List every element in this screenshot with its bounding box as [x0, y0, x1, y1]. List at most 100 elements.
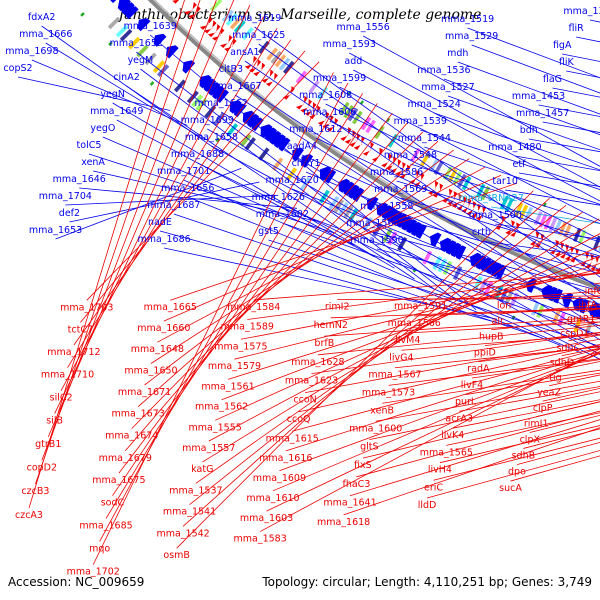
cog-category-forward [144, 52, 157, 66]
leader-line [282, 222, 600, 336]
gene-label: mma_1548 [384, 150, 437, 161]
cog-category-forward [244, 137, 256, 151]
gene-label: mma_1529 [445, 31, 498, 42]
reverse-gene [442, 188, 453, 203]
gene-label: mma_1590 [350, 235, 403, 246]
leader-line [329, 120, 600, 253]
reverse-gene [371, 147, 384, 162]
cog-category-reverse [241, 27, 254, 41]
forward-gene [137, 18, 151, 32]
reverse-gene [413, 172, 425, 188]
leader-line [266, 351, 600, 512]
genome-backbone [147, 0, 600, 291]
cog-category-forward [372, 222, 383, 237]
gene-label: mma_1648 [131, 344, 184, 355]
gene-label: mma_1558 [360, 201, 413, 212]
gene-label: mma_1500 [469, 210, 522, 221]
cog-category-reverse [514, 202, 524, 217]
leader-line [195, 211, 583, 484]
leader-line [315, 137, 600, 271]
leader-line [292, 348, 600, 432]
leader-line [382, 369, 600, 404]
reverse-gene [570, 248, 580, 263]
gene-label: add [344, 56, 362, 67]
gene-labels: mma_1395 fliR figA fliK flaG mma_1453 mma_1457… [3, 6, 600, 578]
reverse-gene [385, 156, 397, 171]
gene-label: mma_1666 [19, 29, 72, 40]
leader-line [211, 145, 600, 356]
gene-label: lon [497, 301, 511, 312]
gene-label: tar10 [492, 176, 518, 187]
gene-label: mma_1557 [182, 443, 235, 454]
gene-label: mma_1639 [124, 21, 177, 32]
gene-label: czcB3 [21, 486, 49, 497]
leader-line [220, 111, 600, 341]
cog-category-reverse [225, 13, 238, 26]
gene-label: mma_1699 [181, 115, 234, 126]
gene-label: mma_1701 [157, 166, 210, 177]
cog-category-reverse [442, 166, 453, 181]
gene-label: mma_1544 [398, 133, 451, 144]
gene-label: gltS [360, 442, 378, 453]
reverse-gene [471, 203, 482, 218]
reverse-gene [184, 1, 197, 16]
leader-line [434, 112, 600, 171]
leader-line [362, 401, 600, 459]
gene-label: sdhD [550, 358, 574, 369]
cog-category-reverse [343, 104, 355, 119]
forward-gene [110, 0, 117, 4]
leader-line [401, 334, 600, 351]
leader-line [131, 131, 423, 429]
forward-gene [242, 110, 255, 125]
gene-label: mma_1562 [195, 402, 248, 413]
reverse-gene [590, 255, 600, 271]
leader-line [339, 86, 600, 222]
gene-label: mma_1698 [5, 46, 58, 57]
leader-line [253, 272, 600, 301]
gene-label: mma_1710 [41, 370, 94, 381]
gene-label: mma_1674 [105, 431, 158, 442]
gene-label: mma_1584 [227, 302, 280, 313]
leader-line [92, 72, 334, 565]
gene-label: rimI1 [524, 419, 549, 430]
reverse-gene [456, 196, 467, 211]
gene-label: yegN [100, 89, 125, 100]
cog-category-forward [191, 94, 204, 108]
gene-label: mma_1628 [291, 357, 344, 368]
leader-line [324, 316, 600, 337]
gene-label: mma_1591 [394, 301, 447, 312]
reverse-gene [261, 69, 274, 83]
gene-label: fhaC3 [343, 479, 371, 490]
leader-line [278, 205, 600, 327]
gene-label: mma_1671 [118, 387, 171, 398]
leader-line [176, 190, 534, 549]
reverse-gene [300, 98, 313, 113]
gene-label: mma_1658 [185, 132, 238, 143]
gene-label: mma_1567 [368, 370, 421, 381]
forward-gene [165, 45, 179, 59]
gene-label: mma_1457 [516, 108, 569, 119]
gene-label: ansA1 [230, 47, 259, 58]
leader-line [244, 60, 600, 306]
gene-label: mma_1702 [67, 567, 120, 578]
leader-line [258, 43, 600, 290]
gene-label: mma_1623 [285, 376, 338, 387]
leader-line [234, 268, 600, 360]
gene-label: dpo [508, 467, 526, 478]
cog-category-reverse [308, 80, 320, 94]
track-marker [108, 41, 113, 46]
reverse-gene [326, 117, 339, 132]
leader-line [88, 153, 336, 234]
gene-label: mma_1688 [171, 149, 224, 160]
gene-label: mma_1704 [39, 191, 92, 202]
gene-label: livG4 [389, 352, 413, 363]
gene-label: mma_1555 [189, 422, 242, 433]
leader-line [227, 263, 600, 380]
reverse-gene [559, 244, 570, 259]
reverse-gene [211, 27, 225, 41]
reverse-gene [585, 253, 595, 269]
gene-label: def2 [59, 208, 80, 219]
leader-line [105, 93, 363, 519]
gene-label: mma_1541 [163, 507, 216, 518]
